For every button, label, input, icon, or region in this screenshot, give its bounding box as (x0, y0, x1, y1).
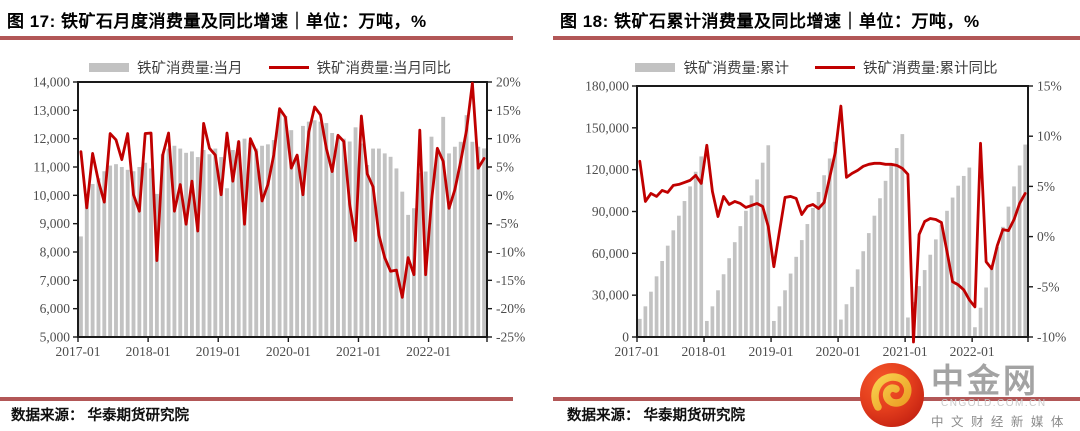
y-right-tick-label: -5% (1037, 279, 1060, 294)
y-right-tick-label: 20% (496, 75, 521, 90)
line-swatch-icon (268, 65, 309, 70)
cngold-logo-text: 中金网 CNGOLD.COM.CN 中 文 财 经 新 媒 体 (931, 364, 1065, 430)
y-left-tick-label: 150,000 (585, 120, 629, 135)
bars-series (637, 134, 1028, 337)
y-right-tick-label: 0% (496, 188, 514, 203)
data-source-label: 数据来源： 华泰期货研究院 (567, 408, 746, 424)
y-right-tick-label: 5% (1037, 179, 1055, 194)
x-tick-label: 2017-01 (56, 344, 101, 359)
y-right-tick-label: 0% (1037, 229, 1055, 244)
y-right-tick-label: -15% (496, 273, 525, 288)
data-source-label: 数据来源： 华泰期货研究院 (11, 408, 190, 424)
y-right-tick-label: 10% (496, 131, 521, 146)
y-left-tick-label: 7,000 (40, 273, 71, 288)
x-tick-label: 2021-01 (883, 344, 928, 359)
chart-canvas-monthly: 5,000 6,000 7,000 8,000 9,000 10,000 11,000 12,… (33, 75, 525, 360)
bar-swatch-icon (88, 63, 129, 72)
y-left-tick-label: 14,000 (33, 75, 70, 90)
footer-rule (0, 397, 513, 401)
axes: 5,000 6,000 7,000 8,000 9,000 10,000 11,000 12,… (33, 75, 525, 360)
y-left-tick-label: 90,000 (592, 204, 629, 219)
footer-rule (553, 397, 1080, 401)
y-left-tick-label: 5,000 (40, 330, 71, 345)
bars-series (78, 111, 487, 338)
axes: 0 30,000 60,000 90,000 120,000 150,000 180,000… (585, 79, 1066, 360)
y-left-tick-label: 10,000 (33, 188, 70, 203)
legend-label: 铁矿消费量:当月 (136, 61, 243, 77)
legend-label: 铁矿消费量:累计同比 (863, 61, 998, 77)
chart-title-monthly: 图 17: 铁矿石月度消费量及同比增速｜单位：万吨，% (7, 12, 427, 31)
y-left-tick-label: 12,000 (33, 131, 70, 146)
line-swatch-icon (815, 65, 855, 70)
y-left-tick-label: 60,000 (592, 246, 629, 261)
x-tick-label: 2020-01 (816, 344, 861, 359)
logo-tagline: 中 文 财 经 新 媒 体 (931, 415, 1066, 429)
y-right-tick-label: -5% (496, 216, 519, 231)
title-underline (0, 36, 513, 40)
x-tick-label: 2021-01 (336, 344, 381, 359)
x-tick-label: 2020-01 (266, 344, 311, 359)
legend-monthly: 铁矿消费量:当月 铁矿消费量:当月同比 (0, 57, 540, 78)
y-right-tick-label: -10% (496, 245, 525, 260)
x-tick-label: 2018-01 (682, 344, 727, 359)
cngold-logo-icon (860, 363, 924, 427)
cngold-logo: 中金网 CNGOLD.COM.CN 中 文 财 经 新 媒 体 (858, 360, 1080, 431)
y-right-tick-label: 15% (1037, 79, 1062, 94)
legend-cumulative: 铁矿消费量:累计 铁矿消费量:累计同比 (553, 57, 1080, 78)
chart-title-cumulative: 图 18: 铁矿石累计消费量及同比增速｜单位：万吨，% (560, 12, 980, 31)
chart-canvas-cumulative: 0 30,000 60,000 90,000 120,000 150,000 180,000… (585, 79, 1066, 360)
legend-item-bar: 铁矿消费量:当月 (88, 57, 243, 78)
chart-panel-monthly: 图 17: 铁矿石月度消费量及同比增速｜单位：万吨，% 铁矿消费量:当月 铁矿消… (0, 12, 540, 424)
x-tick-label: 2019-01 (749, 344, 794, 359)
y-right-tick-label: -10% (1037, 330, 1066, 345)
x-tick-label: 2022-01 (950, 344, 995, 359)
y-left-tick-label: 180,000 (585, 79, 629, 94)
y-left-tick-label: 30,000 (592, 288, 629, 303)
title-underline (553, 36, 1080, 40)
legend-label: 铁矿消费量:当月同比 (316, 61, 452, 77)
x-tick-label: 2022-01 (406, 344, 451, 359)
y-left-tick-label: 11,000 (33, 160, 70, 175)
y-left-tick-label: 13,000 (33, 103, 70, 118)
legend-label: 铁矿消费量:累计 (683, 61, 789, 77)
legend-item-line: 铁矿消费量:累计同比 (815, 57, 998, 78)
y-right-tick-label: -20% (496, 301, 525, 316)
line-series (638, 104, 1027, 344)
logo-domain: CNGOLD.COM.CN (941, 398, 1047, 409)
y-left-tick-label: 6,000 (40, 301, 71, 316)
legend-item-bar: 铁矿消费量:累计 (635, 57, 789, 78)
y-left-tick-label: 8,000 (40, 245, 71, 260)
logo-name: 中金网 (931, 362, 1039, 399)
y-right-tick-label: 15% (496, 103, 521, 118)
y-right-tick-label: 5% (496, 160, 514, 175)
x-tick-label: 2018-01 (126, 344, 171, 359)
y-left-tick-label: 9,000 (40, 216, 71, 231)
legend-item-line: 铁矿消费量:当月同比 (268, 57, 452, 78)
line-series (79, 81, 486, 299)
y-left-tick-label: 0 (622, 330, 629, 345)
y-right-tick-label: -25% (496, 330, 525, 345)
bar-swatch-icon (635, 63, 676, 72)
y-right-tick-label: 10% (1037, 129, 1062, 144)
x-tick-label: 2019-01 (196, 344, 241, 359)
x-tick-label: 2017-01 (615, 344, 660, 359)
y-left-tick-label: 120,000 (585, 162, 629, 177)
chart-panel-cumulative: 图 18: 铁矿石累计消费量及同比增速｜单位：万吨，% 铁矿消费量:累计 铁矿消… (553, 0, 1080, 431)
